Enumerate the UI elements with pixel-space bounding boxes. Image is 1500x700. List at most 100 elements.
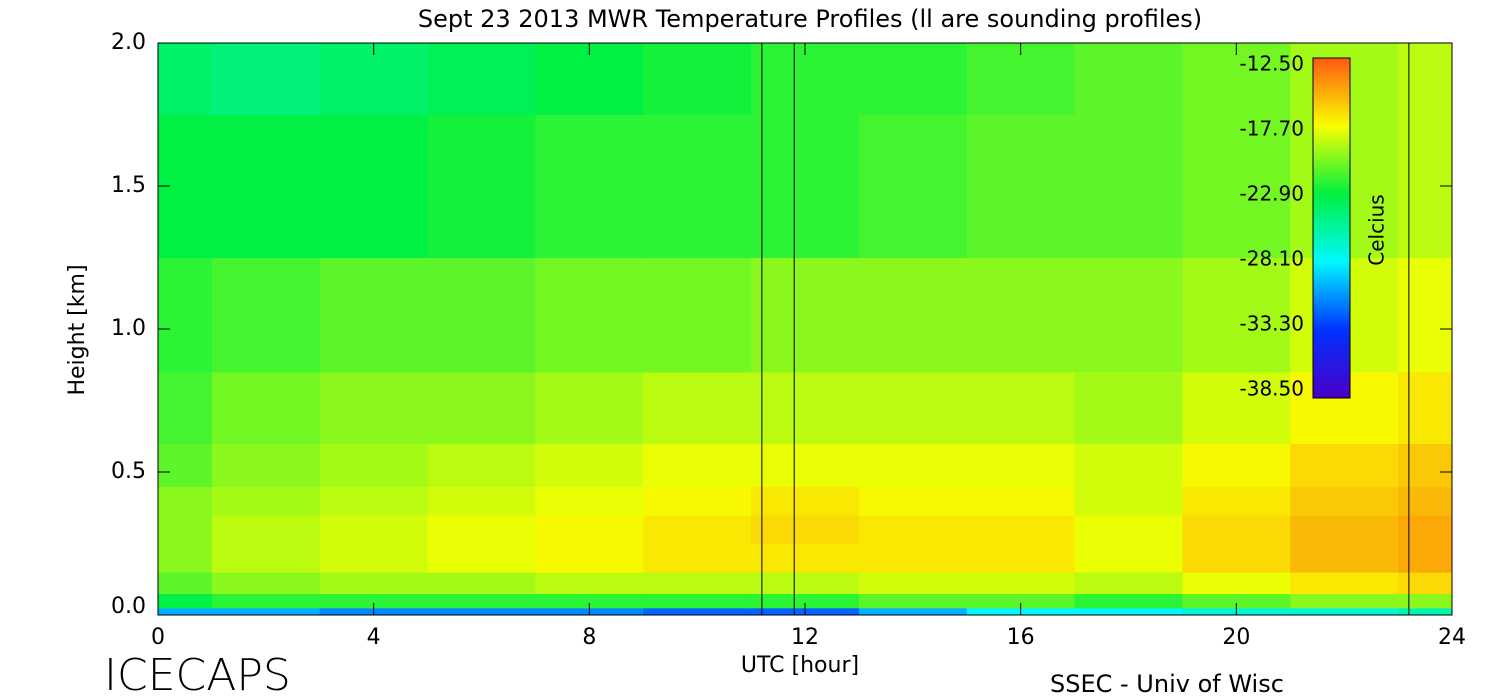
heatmap-cell: [535, 257, 644, 373]
heatmap-cell: [319, 486, 429, 516]
heatmap-cell: [751, 114, 860, 258]
colorbar-tick-label: -22.90: [1240, 182, 1304, 206]
heatmap-cell: [319, 257, 429, 373]
heatmap-cell: [1398, 43, 1452, 115]
heatmap-cell: [535, 514, 644, 544]
heatmap-cell: [158, 607, 213, 615]
heatmap-cell: [751, 443, 860, 487]
heatmap-cell: [1182, 443, 1291, 487]
heatmap-cell: [858, 43, 968, 115]
heatmap-cell: [1182, 514, 1291, 544]
heatmap-cell: [858, 543, 968, 573]
heatmap-cell: [1398, 607, 1452, 615]
colorbar-tick-label: -12.50: [1240, 52, 1304, 76]
heatmap-cell: [427, 371, 536, 444]
heatmap-cell: [1074, 514, 1183, 544]
colorbar-label: Celcius: [1365, 194, 1389, 265]
heatmap-cell: [158, 572, 213, 595]
colorbar-tick-label: -33.30: [1240, 312, 1304, 336]
heatmap-cell: [427, 593, 536, 609]
heatmap-cell: [1074, 371, 1183, 444]
x-tick-label: 12: [791, 625, 819, 650]
heatmap-cell: [643, 443, 752, 487]
heatmap-cell: [1182, 486, 1291, 516]
heatmap-cell: [427, 257, 536, 373]
heatmap-cell: [211, 593, 321, 609]
heatmap-cell: [1182, 371, 1291, 444]
heatmap-cell: [1398, 572, 1452, 595]
heatmap-cell: [966, 593, 1076, 609]
heatmap-cell: [427, 443, 536, 487]
heatmap-cell: [1182, 572, 1291, 595]
heatmap-cell: [751, 543, 860, 573]
colorbar-tick-label: -17.70: [1240, 117, 1304, 141]
heatmap-cell: [535, 371, 644, 444]
heatmap-cell: [751, 593, 860, 609]
heatmap-cell: [1398, 593, 1452, 609]
heatmap-cell: [643, 593, 752, 609]
heatmap-cell: [211, 486, 321, 516]
heatmap-cell: [158, 486, 213, 516]
y-tick-label: 0.0: [111, 594, 146, 619]
heatmap-cell: [427, 543, 536, 573]
colorbar: [1312, 57, 1351, 399]
heatmap-cell: [1398, 514, 1452, 544]
heatmap-cell: [427, 486, 536, 516]
heatmap-cell: [858, 443, 968, 487]
heatmap-cell: [1290, 443, 1399, 487]
heatmap-cell: [211, 607, 321, 615]
heatmap-cell: [966, 371, 1076, 444]
x-tick-label: 24: [1438, 625, 1466, 650]
heatmap-cell: [643, 607, 752, 615]
x-tick-label: 20: [1222, 625, 1250, 650]
heatmap-cell: [751, 486, 860, 516]
heatmap-cell: [751, 371, 860, 444]
heatmap-cell: [1290, 572, 1399, 595]
heatmap-cell: [1074, 43, 1183, 115]
heatmap-cell: [858, 607, 968, 615]
y-tick-label: 0.5: [111, 459, 146, 484]
heatmap-cell: [858, 257, 968, 373]
heatmap-cell: [1074, 593, 1183, 609]
heatmap-cell: [535, 486, 644, 516]
heatmap-cell: [1074, 257, 1183, 373]
heatmap-cell: [1074, 443, 1183, 487]
heatmap-cell: [211, 572, 321, 595]
heatmap-cell: [1398, 443, 1452, 487]
heatmap-cell: [319, 443, 429, 487]
heatmap-cell: [158, 257, 213, 373]
heatmap-cell: [319, 114, 429, 258]
y-tick-label: 1.0: [111, 316, 146, 341]
heatmap-cell: [158, 443, 213, 487]
x-tick-label: 8: [582, 625, 596, 650]
heatmap-cell: [858, 114, 968, 258]
x-tick-label: 0: [151, 625, 165, 650]
heatmap-cell: [643, 257, 752, 373]
heatmap-cell: [535, 572, 644, 595]
heatmap-cell: [751, 514, 860, 544]
heatmap-cell: [1182, 593, 1291, 609]
heatmap-cell: [643, 543, 752, 573]
heatmap-cell: [211, 443, 321, 487]
heatmap-cell: [1074, 543, 1183, 573]
heatmap-cell: [1182, 257, 1291, 373]
heatmap-cell: [319, 593, 429, 609]
heatmap-cell: [211, 543, 321, 573]
heatmap-cell: [427, 607, 536, 615]
heatmap-cell: [1182, 543, 1291, 573]
y-tick-label: 2.0: [111, 30, 146, 55]
heatmap-cell: [319, 572, 429, 595]
heatmap-cell: [319, 514, 429, 544]
heatmap-cell: [1074, 607, 1183, 615]
heatmap-cell: [319, 371, 429, 444]
heatmap-cell: [535, 114, 644, 258]
heatmap-cell: [158, 543, 213, 573]
heatmap-cell: [319, 543, 429, 573]
heatmap-cell: [966, 486, 1076, 516]
heatmap-cell: [643, 486, 752, 516]
y-tick-label: 1.5: [111, 173, 146, 198]
y-axis-label: Height [km]: [65, 264, 90, 395]
heatmap-cell: [158, 43, 213, 115]
heatmap-cell: [1182, 114, 1291, 258]
